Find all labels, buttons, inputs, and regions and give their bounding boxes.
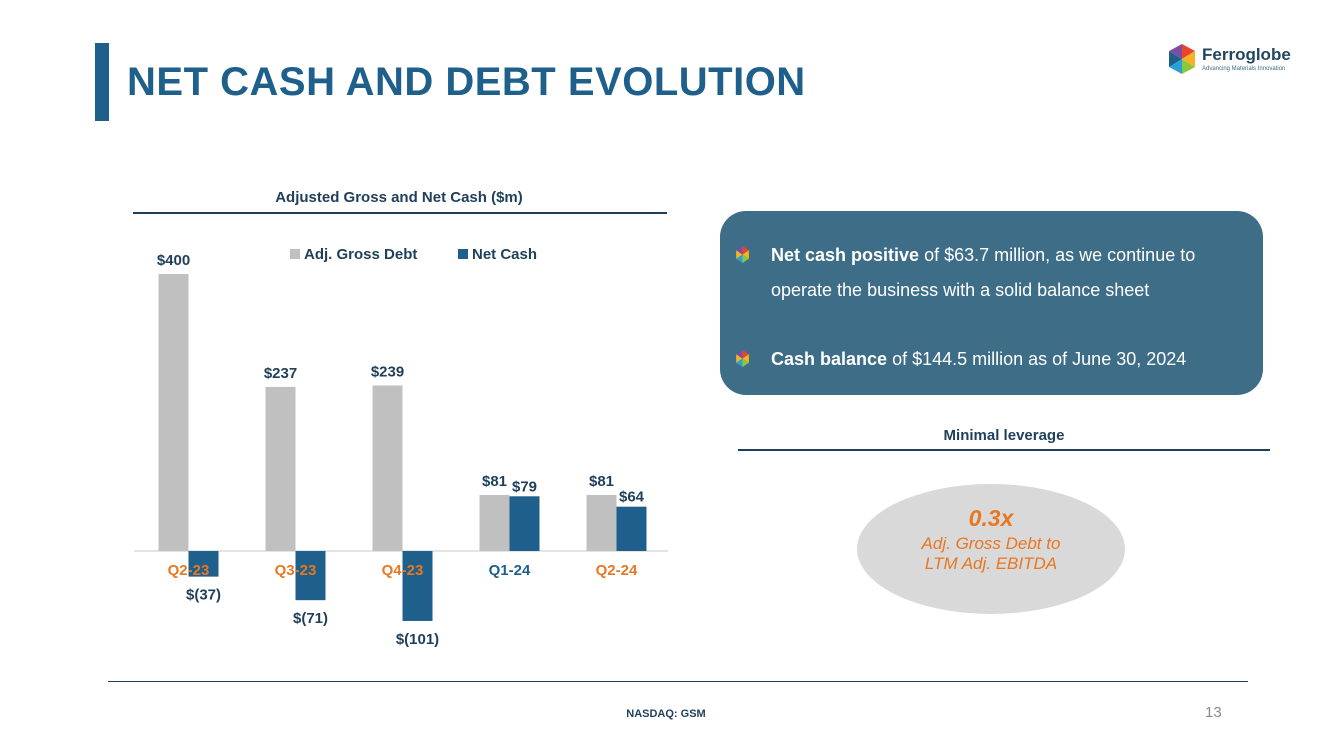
bar-net-cash — [509, 496, 540, 551]
leverage-ellipse: 0.3x Adj. Gross Debt to LTM Adj. EBITDA — [857, 484, 1125, 614]
info-box — [720, 211, 1263, 395]
title-accent-bar — [95, 43, 109, 121]
legend-swatch-net-cash — [458, 249, 468, 259]
company-logo: Ferroglobe Advancing Materials Innovatio… — [1166, 43, 1296, 79]
data-label-adj-gross-debt: $237 — [264, 365, 297, 382]
bar-net-cash — [295, 551, 326, 601]
data-label-adj-gross-debt: $81 — [482, 473, 507, 490]
data-label-net-cash: $79 — [512, 478, 537, 495]
data-label-adj-gross-debt: $239 — [371, 363, 404, 380]
data-label-adj-gross-debt: $81 — [589, 473, 614, 490]
bullet2-text: of $144.5 million as of June 30, 2024 — [887, 349, 1187, 369]
data-label-adj-gross-debt: $400 — [157, 252, 190, 269]
bar-adj-gross-debt — [586, 494, 617, 551]
leverage-description: Adj. Gross Debt to LTM Adj. EBITDA — [921, 534, 1061, 573]
data-label-net-cash: $(101) — [396, 631, 439, 648]
bar-adj-gross-debt — [265, 386, 296, 551]
bar-adj-gross-debt — [372, 385, 403, 551]
bar-net-cash — [188, 551, 219, 577]
data-label-net-cash: $64 — [619, 489, 645, 506]
bullet-cash-balance: Cash balance of $144.5 million as of Jun… — [734, 342, 1234, 377]
legend-label-net-cash: Net Cash — [472, 246, 537, 263]
bullet1-bold: Net cash positive — [771, 245, 920, 265]
logo-bullet-icon — [736, 246, 749, 263]
footer-divider — [108, 681, 1248, 682]
data-label-net-cash: $(71) — [293, 610, 328, 627]
bullet2-bold: Cash balance — [771, 349, 888, 369]
legend-label-adj-gross-debt: Adj. Gross Debt — [304, 246, 417, 263]
legend-swatch-adj-gross-debt — [290, 249, 300, 259]
bar-adj-gross-debt — [479, 494, 510, 551]
x-tick-label: Q3-23 — [275, 562, 317, 579]
bar-net-cash — [616, 506, 647, 551]
logo-bullet-icon — [736, 350, 749, 367]
x-tick-label: Q1-24 — [489, 562, 531, 579]
chart-title: Adjusted Gross and Net Cash ($m) — [275, 189, 523, 206]
data-label-net-cash: $(37) — [186, 587, 221, 604]
bar-net-cash — [402, 551, 433, 621]
logo-name: Ferroglobe — [1202, 45, 1291, 64]
bar-adj-gross-debt — [158, 274, 189, 551]
ferroglobe-logo-icon — [1169, 44, 1195, 74]
page-number: 13 — [1205, 704, 1222, 721]
logo-tagline: Advancing Materials Innovation — [1202, 66, 1286, 72]
leverage-divider — [738, 449, 1270, 451]
page-title: NET CASH AND DEBT EVOLUTION — [127, 60, 806, 104]
leverage-value: 0.3x — [968, 505, 1014, 531]
footer-ticker: NASDAQ: GSM — [626, 708, 706, 720]
bullet1-text: of $63.7 million, as we continue to oper… — [771, 245, 1196, 300]
leverage-title: Minimal leverage — [943, 427, 1065, 444]
x-tick-label: Q2-24 — [596, 562, 638, 579]
chart-title-divider — [133, 212, 667, 214]
x-tick-label: Q4-23 — [382, 562, 424, 579]
x-tick-label: Q2-23 — [168, 562, 210, 579]
bullet-net-cash: Net cash positive of $63.7 million, as w… — [734, 238, 1234, 308]
